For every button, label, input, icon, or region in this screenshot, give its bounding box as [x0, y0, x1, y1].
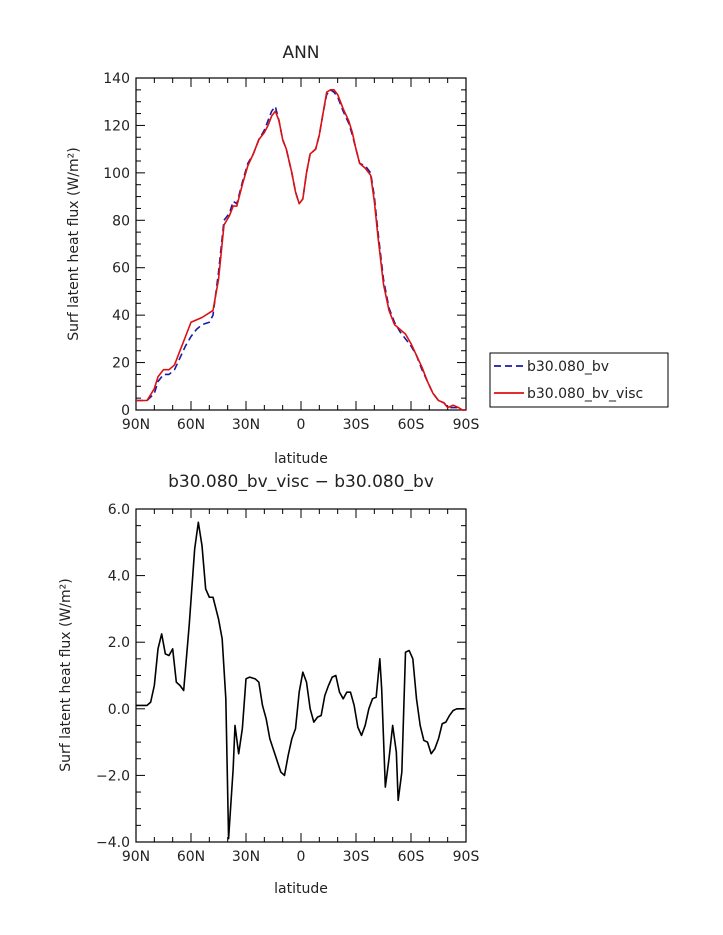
bottom-y-tick-label: 4.0 [108, 569, 130, 585]
top-panel-title: ANN [282, 43, 319, 63]
bottom-x-tick-label: 90S [453, 849, 480, 865]
top-y-tick-label: 120 [103, 118, 130, 134]
top-panel: ANN 90N 60N 30N 0 30S 60S 90S 0 20 40 60 80 100 120 14… [66, 43, 479, 467]
legend-label-series-1: b30.080_bv [527, 359, 609, 375]
bottom-x-tick-label: 60N [177, 849, 205, 865]
top-y-tick-label: 60 [112, 261, 130, 277]
bottom-y-tick-label: 0.0 [108, 702, 130, 718]
top-y-tick-label: 100 [103, 166, 130, 182]
top-x-tick-label: 0 [297, 417, 306, 433]
bottom-x-tick-label: 0 [297, 849, 306, 865]
top-x-tick-label: 60N [177, 417, 205, 433]
top-x-tick-label: 30N [232, 417, 260, 433]
top-y-tick-label: 40 [112, 308, 130, 324]
legend-box [489, 352, 669, 408]
top-y-tick-label: 80 [112, 213, 130, 229]
top-series-line-1 [136, 89, 466, 411]
bottom-panel-title: b30.080_bv_visc − b30.080_bv [168, 472, 434, 492]
top-plot-frame [135, 77, 467, 411]
top-x-tick-label: 90N [122, 417, 150, 433]
top-x-tick-label: 90S [453, 417, 480, 433]
bottom-series-lines [136, 521, 465, 840]
top-series-lines [136, 89, 466, 411]
bottom-y-tick-label: −4.0 [96, 835, 130, 851]
legend: b30.080_bv b30.080_bv_visc [489, 352, 669, 408]
bottom-x-tick-label: 60S [398, 849, 425, 865]
bottom-x-tick-label: 30S [343, 849, 370, 865]
bottom-series-line-1 [136, 521, 465, 840]
top-axes: 90N 60N 30N 0 30S 60S 90S 0 20 40 60 80 100 120 140 [103, 71, 479, 433]
top-x-tick-label: 30S [343, 417, 370, 433]
top-x-tick-label: 60S [398, 417, 425, 433]
bottom-y-tick-label: 2.0 [108, 635, 130, 651]
bottom-y-tick-label: 6.0 [108, 502, 130, 518]
top-y-tick-label: 20 [112, 356, 130, 372]
bottom-x-tick-label: 90N [122, 849, 150, 865]
bottom-x-tick-label: 30N [232, 849, 260, 865]
top-y-tick-label: 140 [103, 71, 130, 87]
top-y-axis-label: Surf latent heat flux (W/m²) [66, 147, 82, 340]
legend-label-series-2: b30.080_bv_visc [527, 386, 643, 402]
top-y-tick-label: 0 [121, 403, 130, 419]
top-x-axis-label: latitude [274, 451, 328, 467]
top-series-line-2 [136, 89, 466, 411]
bottom-panel: b30.080_bv_visc − b30.080_bv 90N 60N 30N 0 3… [58, 472, 479, 897]
bottom-x-axis-label: latitude [274, 881, 328, 897]
bottom-axes: 90N 60N 30N 0 30S 60S 90S −4.0 −2.0 0.0 2.0 4.0 6.0 [96, 502, 479, 865]
bottom-y-tick-label: −2.0 [96, 768, 130, 784]
bottom-y-axis-label: Surf latent heat flux (W/m²) [58, 578, 74, 771]
